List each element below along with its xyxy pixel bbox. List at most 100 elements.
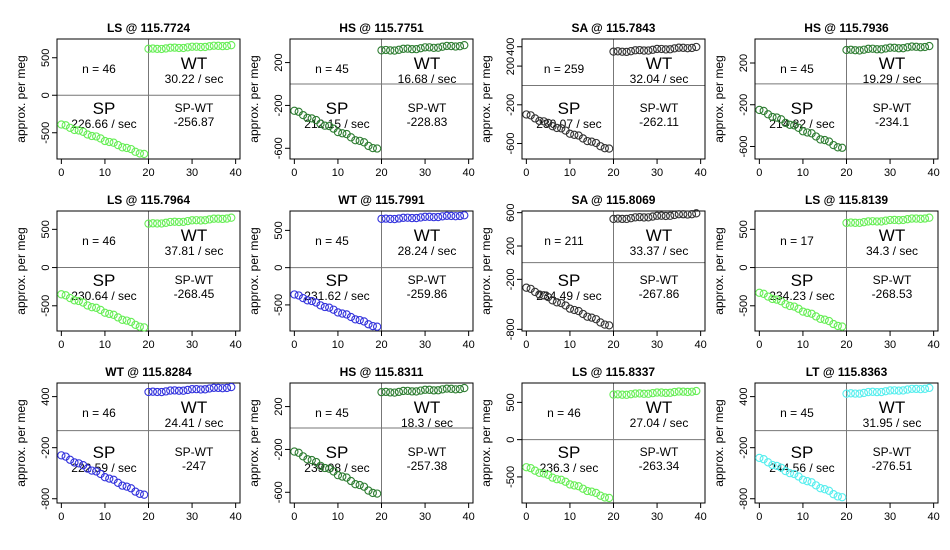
wt-rate: 28.24 / sec <box>398 244 457 258</box>
wt-point <box>425 43 434 52</box>
wt-point <box>420 212 430 221</box>
sp-point <box>105 474 114 483</box>
diff-value: -259.86 <box>407 287 448 301</box>
wt-point <box>161 44 171 53</box>
wt-point <box>925 41 934 51</box>
wt-point <box>170 386 179 395</box>
sp-rate: 234.49 / sec <box>536 289 601 303</box>
sp-point <box>96 134 105 143</box>
wt-point <box>881 216 890 225</box>
wt-point <box>890 43 899 52</box>
wt-point <box>881 387 890 396</box>
wt-point <box>447 41 456 51</box>
wt-point <box>851 46 860 55</box>
wt-point <box>148 44 158 53</box>
x-tick-label: 10 <box>332 511 344 523</box>
sp-point <box>368 488 377 498</box>
wt-point <box>179 43 188 53</box>
x-tick-label: 0 <box>756 339 762 351</box>
chart-panel-10: HS @ 115.8311 0 10 20 30 40 -600 -200 200 approx.… <box>247 365 475 523</box>
wt-point <box>157 219 166 228</box>
wt-label: WT <box>879 54 905 73</box>
sp-point <box>359 317 369 326</box>
wt-point <box>399 213 408 222</box>
x-tick-label: 20 <box>607 511 619 523</box>
x-tick-label: 20 <box>840 167 852 179</box>
x-tick-label: 0 <box>58 167 64 179</box>
sp-point <box>92 467 101 476</box>
sp-point <box>587 313 596 322</box>
sp-point <box>539 291 548 300</box>
y-axis-label: approx. per meg <box>712 55 726 142</box>
sp-point <box>578 309 588 319</box>
x-tick-label: 10 <box>797 339 809 351</box>
wt-point <box>912 384 921 394</box>
sp-point <box>74 126 83 135</box>
panel-title: LS @ 115.7724 <box>107 21 190 35</box>
wt-label: WT <box>646 226 672 245</box>
wt-point <box>192 42 201 51</box>
sp-point <box>83 130 92 139</box>
sp-point <box>600 493 609 502</box>
sp-point <box>781 118 790 128</box>
wt-point <box>868 44 877 53</box>
panel-title: SA @ 115.8069 <box>572 193 656 207</box>
wt-rate: 34.3 / sec <box>866 244 918 258</box>
wt-point <box>661 211 670 221</box>
sp-point <box>368 321 377 331</box>
wt-point <box>442 41 452 51</box>
x-tick-label: 10 <box>564 511 576 523</box>
wt-point <box>433 43 443 52</box>
wt-point <box>460 211 469 220</box>
y-tick-label: 500 <box>273 221 285 239</box>
wt-point <box>183 385 192 395</box>
x-tick-label: 30 <box>419 511 431 523</box>
wt-point <box>222 383 232 393</box>
wt-point <box>877 45 886 54</box>
wt-point <box>622 390 631 399</box>
sp-point <box>781 300 790 309</box>
sample-count: n = 46 <box>82 234 116 248</box>
wt-point <box>661 45 670 54</box>
x-tick-label: 40 <box>928 167 940 179</box>
x-tick-label: 40 <box>230 511 242 523</box>
wt-point <box>657 44 666 54</box>
sp-point <box>105 137 114 147</box>
y-axis-label: approx. per meg <box>479 227 493 314</box>
wt-point <box>631 46 640 55</box>
wt-point <box>916 43 925 52</box>
sp-point <box>113 313 123 322</box>
sp-point <box>303 455 312 464</box>
y-tick-label: -600 <box>273 137 285 159</box>
diff-value: -268.53 <box>872 287 913 301</box>
sp-point <box>113 478 123 487</box>
sample-count: n = 46 <box>547 406 581 420</box>
wt-point <box>386 214 395 224</box>
y-tick-label: -800 <box>738 488 750 510</box>
wt-point <box>153 44 162 54</box>
sp-label: SP <box>558 99 581 118</box>
sp-point <box>557 124 566 133</box>
wt-point <box>846 389 856 398</box>
x-tick-label: 0 <box>756 167 762 179</box>
sp-point <box>530 466 540 475</box>
sp-label: SP <box>791 443 814 462</box>
sp-point <box>837 322 847 331</box>
x-tick-label: 20 <box>375 167 387 179</box>
sp-point <box>604 493 614 503</box>
wt-point <box>451 385 460 394</box>
sp-point <box>333 127 343 137</box>
wt-point <box>399 44 408 53</box>
y-tick-label: -600 <box>738 135 750 157</box>
wt-point <box>903 43 912 52</box>
x-tick-label: 0 <box>756 511 762 523</box>
chart-panel-2: HS @ 115.7751 0 10 20 30 40 -600 -200 200 approx.… <box>247 21 475 179</box>
wt-point <box>890 386 899 395</box>
diff-value: -257.38 <box>407 459 448 473</box>
x-tick-label: 30 <box>651 167 663 179</box>
sp-point <box>320 463 330 473</box>
wt-point <box>885 215 895 225</box>
sp-rate: 236.3 / sec <box>540 461 599 475</box>
sample-count: n = 46 <box>82 406 116 420</box>
